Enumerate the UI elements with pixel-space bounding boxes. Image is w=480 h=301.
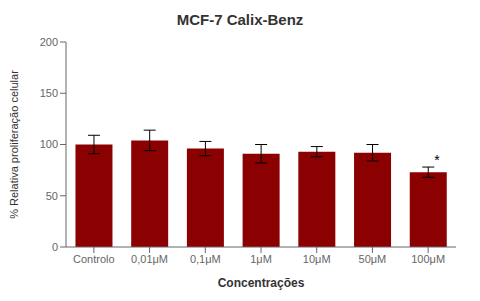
svg-text:50: 50 [46,190,58,202]
svg-text:*: * [434,152,440,168]
svg-text:100μM: 100μM [411,253,445,265]
svg-text:10μM: 10μM [303,253,331,265]
html-text:MCF-7 Calix-Benz: MCF-7 Calix-Benz [176,11,304,28]
svg-text:Concentrações: Concentrações [218,276,305,290]
svg-text:0,01μM: 0,01μM [131,253,168,265]
svg-text:0: 0 [52,241,58,253]
svg-text:% Relativa proliferação celula: % Relativa proliferação celular [8,70,20,219]
svg-text:100: 100 [40,138,58,150]
svg-text:150: 150 [40,87,58,99]
svg-text:50μM: 50μM [359,253,387,265]
svg-text:0,1μM: 0,1μM [190,253,221,265]
svg-text:1μM: 1μM [250,253,272,265]
svg-text:200: 200 [40,36,58,48]
svg-text:Controlo: Controlo [73,253,115,265]
